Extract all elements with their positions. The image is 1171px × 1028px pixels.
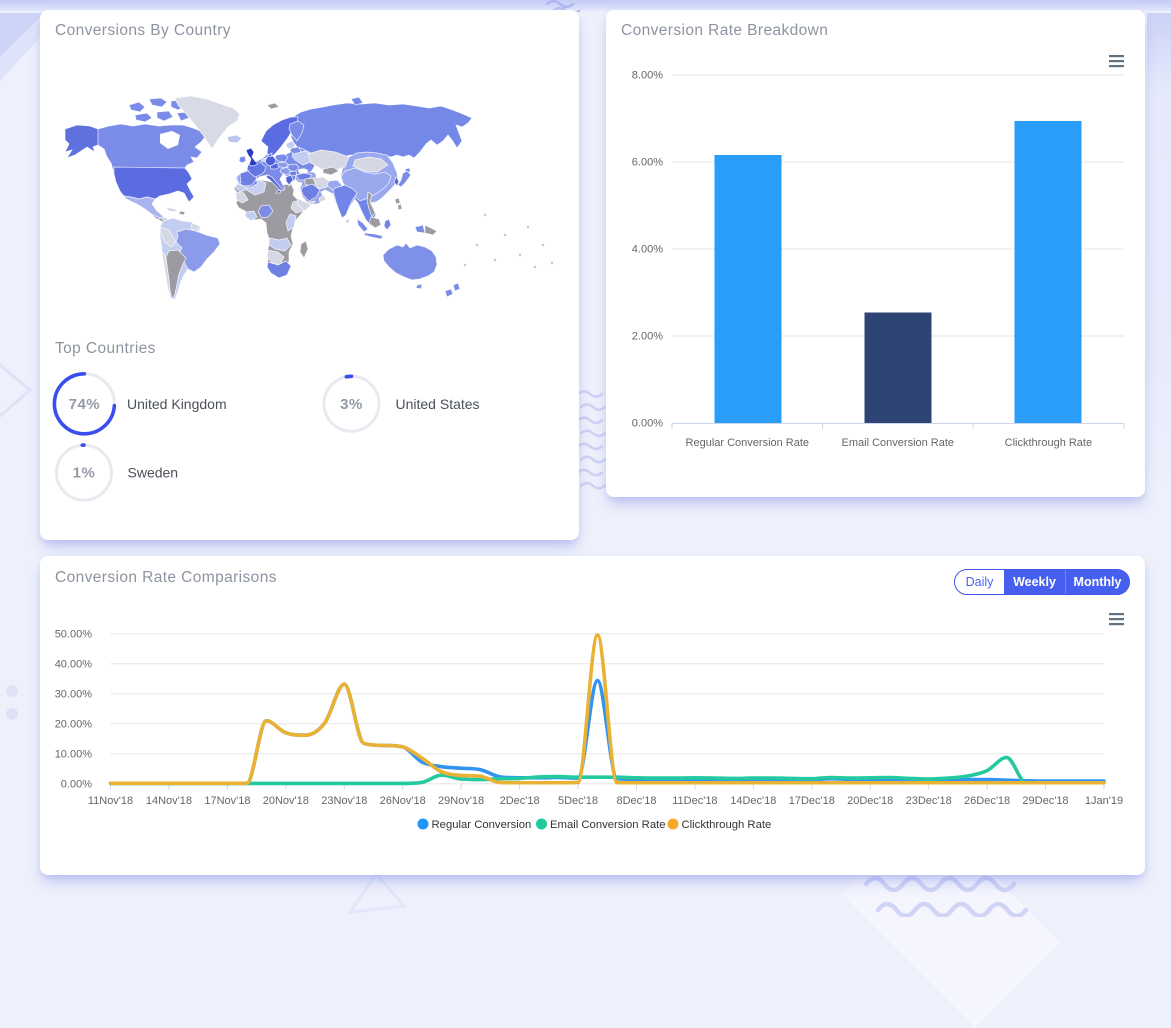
svg-text:8Dec'18: 8Dec'18	[616, 795, 656, 807]
svg-text:2Dec'18: 2Dec'18	[500, 795, 540, 807]
svg-text:1%: 1%	[73, 465, 96, 482]
svg-text:3%: 3%	[340, 396, 363, 413]
svg-text:4.00%: 4.00%	[632, 244, 663, 256]
svg-text:United States: United States	[396, 396, 480, 412]
svg-text:14Nov'18: 14Nov'18	[146, 795, 192, 807]
svg-text:1Jan'19: 1Jan'19	[1085, 795, 1123, 807]
svg-text:0.00%: 0.00%	[61, 778, 92, 790]
svg-text:20Nov'18: 20Nov'18	[263, 795, 309, 807]
svg-text:17Nov'18: 17Nov'18	[204, 795, 250, 807]
svg-text:2.00%: 2.00%	[632, 331, 663, 343]
svg-text:26Dec'18: 26Dec'18	[964, 795, 1010, 807]
svg-text:6.00%: 6.00%	[632, 157, 663, 169]
svg-text:74%: 74%	[69, 396, 101, 413]
svg-text:Clickthrough Rate: Clickthrough Rate	[682, 819, 772, 831]
svg-text:0.00%: 0.00%	[632, 418, 663, 430]
svg-text:United Kingdom: United Kingdom	[127, 396, 227, 412]
svg-text:23Dec'18: 23Dec'18	[906, 795, 952, 807]
svg-text:5Dec'18: 5Dec'18	[558, 795, 598, 807]
svg-text:26Nov'18: 26Nov'18	[380, 795, 426, 807]
svg-text:20.00%: 20.00%	[55, 718, 93, 730]
svg-text:23Nov'18: 23Nov'18	[321, 795, 367, 807]
svg-text:10.00%: 10.00%	[55, 748, 93, 760]
svg-text:Sweden: Sweden	[128, 465, 179, 481]
svg-text:11Dec'18: 11Dec'18	[672, 795, 717, 807]
svg-text:Clickthrough Rate: Clickthrough Rate	[1005, 437, 1092, 449]
svg-text:29Nov'18: 29Nov'18	[438, 795, 484, 807]
svg-text:50.00%: 50.00%	[55, 628, 93, 640]
svg-text:Regular Conversion Rate: Regular Conversion Rate	[686, 437, 810, 449]
svg-text:8.00%: 8.00%	[632, 70, 663, 82]
svg-text:Email Conversion Rate: Email Conversion Rate	[550, 819, 666, 831]
svg-text:11Nov'18: 11Nov'18	[88, 795, 133, 807]
svg-text:17Dec'18: 17Dec'18	[789, 795, 835, 807]
svg-text:29Dec'18: 29Dec'18	[1022, 795, 1068, 807]
svg-text:Regular Conversion: Regular Conversion	[432, 819, 532, 831]
svg-text:20Dec'18: 20Dec'18	[847, 795, 893, 807]
svg-text:Email Conversion Rate: Email Conversion Rate	[842, 437, 955, 449]
svg-text:40.00%: 40.00%	[55, 658, 93, 670]
svg-text:30.00%: 30.00%	[55, 688, 93, 700]
svg-text:14Dec'18: 14Dec'18	[730, 795, 776, 807]
